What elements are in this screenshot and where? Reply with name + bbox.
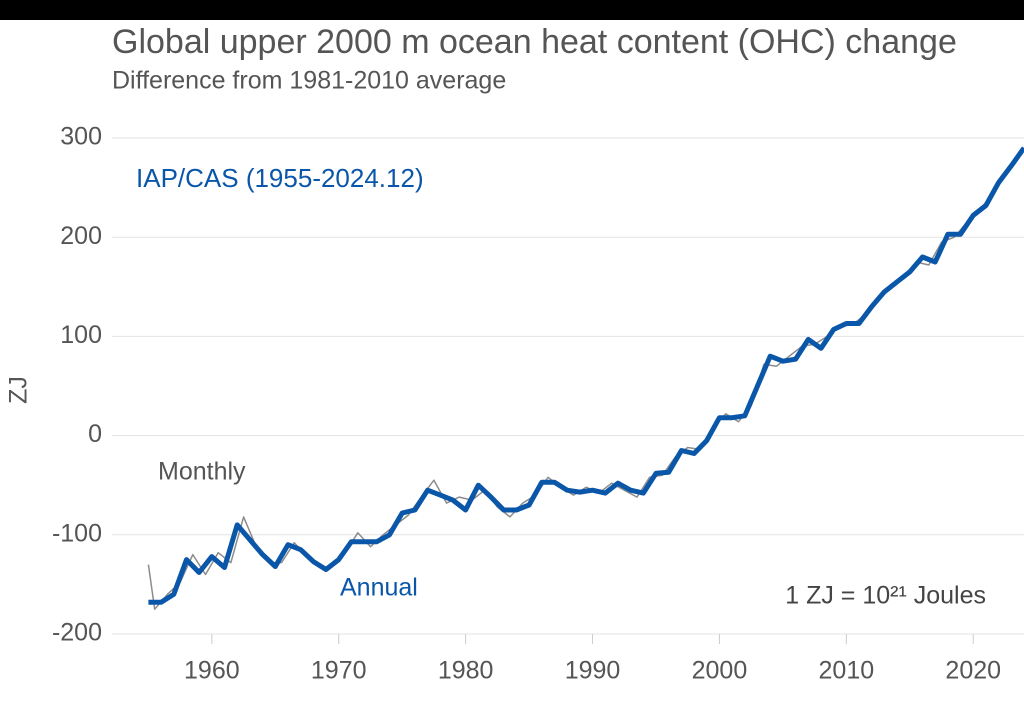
annual-label: Annual [340, 574, 418, 602]
y-tick-label: 200 [60, 222, 102, 250]
monthly-label: Monthly [158, 458, 246, 486]
y-tick-label: 100 [60, 321, 102, 349]
x-tick-label: 1980 [438, 657, 494, 685]
y-tick-label: -200 [52, 619, 102, 647]
chart-title: Global upper 2000 m ocean heat content (… [112, 23, 957, 61]
chart-subtitle: Difference from 1981-2010 average [112, 67, 506, 95]
y-axis-label: ZJ [5, 376, 33, 404]
y-tick-label: -100 [52, 519, 102, 547]
source-label: IAP/CAS (1955-2024.12) [136, 163, 424, 193]
x-tick-label: 2020 [945, 657, 1001, 685]
series-line [148, 146, 1024, 605]
x-tick-label: 1990 [565, 657, 621, 685]
x-tick-label: 2000 [692, 657, 748, 685]
x-tick-label: 1970 [311, 657, 367, 685]
top-bar [0, 0, 1024, 20]
y-tick-label: 300 [60, 123, 102, 151]
y-tick-label: 0 [88, 420, 102, 448]
x-tick-label: 2010 [819, 657, 875, 685]
series-line [147, 155, 1019, 610]
unit-note: 1 ZJ = 10²¹ Joules [785, 582, 986, 610]
x-tick-label: 1960 [184, 657, 240, 685]
